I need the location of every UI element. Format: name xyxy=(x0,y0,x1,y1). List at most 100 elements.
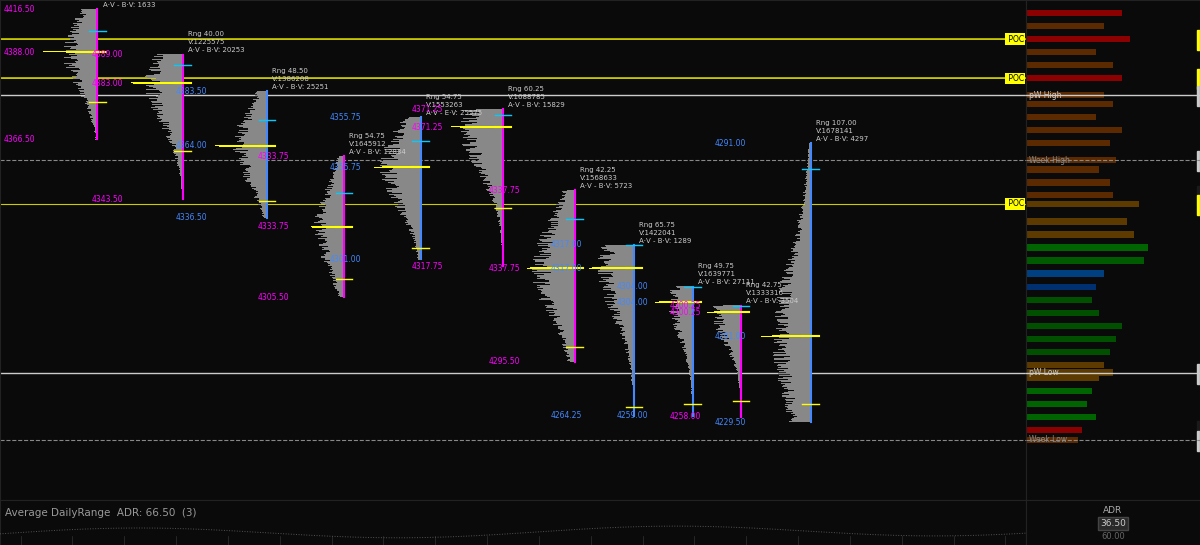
Bar xyxy=(613,318,634,319)
Bar xyxy=(161,73,182,74)
Bar xyxy=(1026,192,1114,198)
Bar xyxy=(613,302,634,303)
Bar xyxy=(722,322,740,323)
Bar xyxy=(479,172,503,173)
Bar xyxy=(566,193,575,194)
Bar xyxy=(322,250,343,251)
Bar xyxy=(539,251,575,252)
Bar xyxy=(788,318,810,319)
Bar xyxy=(95,132,97,133)
Bar xyxy=(554,215,575,216)
Bar xyxy=(410,226,421,227)
Bar xyxy=(466,124,503,125)
Bar xyxy=(601,266,634,267)
Bar xyxy=(94,124,97,125)
Bar xyxy=(780,281,810,282)
Bar xyxy=(785,346,810,347)
Bar xyxy=(629,361,634,362)
Bar xyxy=(614,253,634,254)
Text: 4371.25: 4371.25 xyxy=(412,105,443,114)
Bar xyxy=(418,250,421,251)
Bar xyxy=(388,182,421,183)
Bar xyxy=(418,252,421,253)
Bar xyxy=(79,69,97,70)
Bar xyxy=(674,310,692,311)
Bar xyxy=(337,293,343,294)
Bar xyxy=(158,95,182,96)
Bar xyxy=(78,43,97,44)
Bar xyxy=(629,353,634,354)
Bar xyxy=(678,334,692,335)
Bar xyxy=(96,134,97,135)
Bar xyxy=(472,123,503,124)
Bar xyxy=(490,193,503,194)
Bar xyxy=(803,195,810,196)
Bar xyxy=(488,175,503,176)
Bar xyxy=(496,210,503,211)
Bar xyxy=(613,283,634,284)
Bar xyxy=(258,193,266,194)
Bar xyxy=(541,292,575,293)
Bar xyxy=(613,314,634,315)
Bar xyxy=(66,37,97,38)
Bar xyxy=(551,300,575,301)
Bar xyxy=(605,245,634,246)
Bar xyxy=(688,358,692,359)
Bar xyxy=(809,152,810,153)
Bar xyxy=(336,285,343,286)
Bar xyxy=(558,223,575,224)
Bar xyxy=(809,151,810,152)
Bar xyxy=(335,171,343,172)
Bar xyxy=(798,226,810,227)
Bar xyxy=(496,197,503,198)
Bar xyxy=(677,325,692,326)
Bar xyxy=(774,358,810,359)
Bar xyxy=(150,72,182,73)
Bar xyxy=(178,161,182,162)
Bar xyxy=(451,126,503,127)
Bar xyxy=(782,285,810,286)
Bar xyxy=(787,408,810,409)
Bar xyxy=(406,215,421,216)
Bar xyxy=(398,143,421,144)
Bar xyxy=(617,312,634,313)
Bar xyxy=(714,317,740,318)
Bar xyxy=(481,154,503,155)
Bar xyxy=(775,312,810,313)
Bar xyxy=(160,94,182,95)
Bar xyxy=(802,206,810,207)
Bar xyxy=(392,131,421,132)
Bar xyxy=(732,350,740,351)
Bar xyxy=(406,217,421,218)
Text: pW High: pW High xyxy=(1030,90,1062,100)
Bar xyxy=(626,341,634,342)
Bar xyxy=(244,124,266,125)
Bar xyxy=(558,328,575,329)
Bar xyxy=(727,335,740,336)
Bar xyxy=(1026,127,1122,134)
Bar xyxy=(86,104,97,105)
Bar xyxy=(623,329,634,330)
Bar xyxy=(538,270,575,271)
Bar xyxy=(679,332,692,333)
Bar xyxy=(151,101,182,102)
Bar xyxy=(736,366,740,367)
Bar xyxy=(785,314,810,315)
Bar xyxy=(316,234,343,235)
Bar xyxy=(245,161,266,162)
Bar xyxy=(792,403,810,404)
Bar xyxy=(178,165,182,166)
Bar xyxy=(776,332,810,333)
Bar xyxy=(625,342,634,343)
Bar xyxy=(547,238,575,239)
Bar xyxy=(565,338,575,339)
Bar xyxy=(784,325,810,326)
Bar xyxy=(680,326,692,328)
Bar xyxy=(72,59,97,60)
Text: pW Low: pW Low xyxy=(1030,368,1060,377)
Bar xyxy=(173,150,182,151)
Bar xyxy=(392,139,421,140)
Bar xyxy=(334,280,343,281)
Bar xyxy=(781,348,810,349)
Bar xyxy=(738,379,740,380)
